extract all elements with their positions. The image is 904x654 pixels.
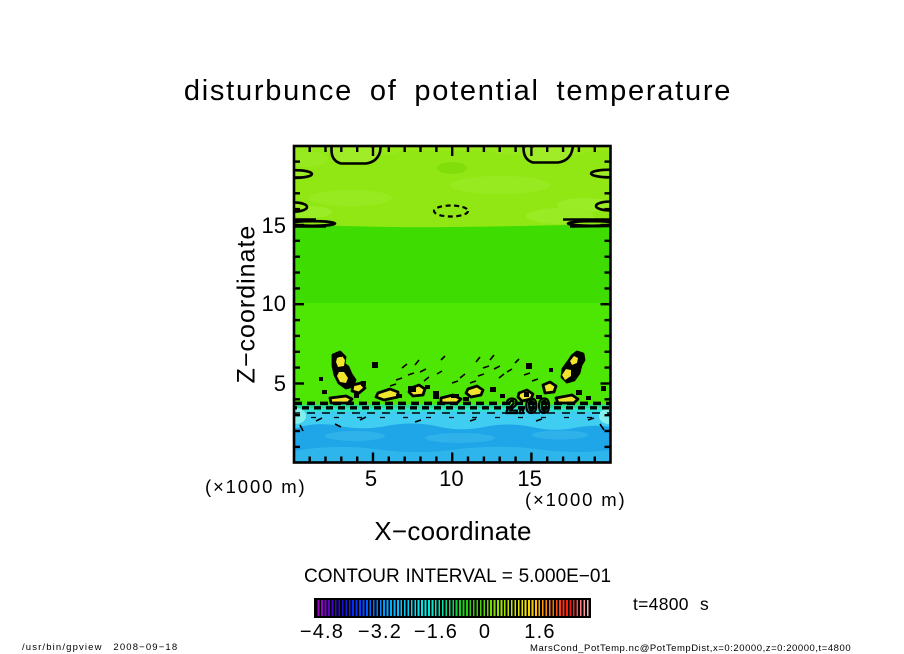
svg-text:2.00: 2.00 bbox=[506, 395, 551, 418]
